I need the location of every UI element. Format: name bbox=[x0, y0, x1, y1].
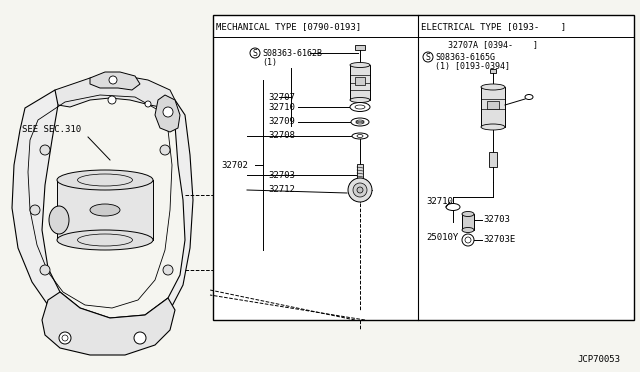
Circle shape bbox=[423, 52, 433, 62]
Circle shape bbox=[134, 332, 146, 344]
Circle shape bbox=[40, 145, 50, 155]
Ellipse shape bbox=[57, 230, 153, 250]
Ellipse shape bbox=[90, 204, 120, 216]
Ellipse shape bbox=[481, 84, 505, 90]
Text: 32703: 32703 bbox=[268, 170, 295, 180]
Text: ELECTRICAL TYPE [0193-    ]: ELECTRICAL TYPE [0193- ] bbox=[421, 22, 566, 32]
Ellipse shape bbox=[481, 124, 505, 130]
Polygon shape bbox=[52, 75, 175, 108]
Ellipse shape bbox=[357, 135, 363, 138]
Ellipse shape bbox=[525, 94, 533, 99]
Polygon shape bbox=[12, 90, 193, 332]
Circle shape bbox=[465, 237, 471, 243]
Text: SEE SEC.310: SEE SEC.310 bbox=[22, 125, 81, 135]
Bar bbox=[462, 214, 474, 230]
Text: 32703: 32703 bbox=[483, 215, 510, 224]
Text: 32707: 32707 bbox=[268, 93, 295, 102]
Circle shape bbox=[145, 101, 151, 107]
Text: (1): (1) bbox=[262, 58, 277, 67]
Bar bbox=[489, 152, 497, 167]
Ellipse shape bbox=[350, 103, 370, 112]
Ellipse shape bbox=[356, 120, 364, 124]
Text: 32709: 32709 bbox=[268, 118, 295, 126]
Bar bbox=[357, 164, 363, 186]
Circle shape bbox=[353, 183, 367, 197]
Circle shape bbox=[59, 332, 71, 344]
Circle shape bbox=[109, 76, 117, 84]
Text: S: S bbox=[426, 52, 430, 61]
Text: 32707A [0394-    ]: 32707A [0394- ] bbox=[448, 41, 538, 49]
Ellipse shape bbox=[49, 206, 69, 234]
Ellipse shape bbox=[350, 62, 370, 67]
Bar bbox=[490, 69, 496, 73]
Text: 32712: 32712 bbox=[268, 186, 295, 195]
Text: 32702: 32702 bbox=[221, 160, 248, 170]
Ellipse shape bbox=[446, 203, 460, 211]
Bar bbox=[355, 77, 365, 85]
Ellipse shape bbox=[351, 118, 369, 126]
Ellipse shape bbox=[57, 170, 153, 190]
Circle shape bbox=[357, 187, 363, 193]
Circle shape bbox=[163, 265, 173, 275]
Polygon shape bbox=[90, 72, 140, 90]
Circle shape bbox=[348, 178, 372, 202]
Circle shape bbox=[250, 48, 260, 58]
Text: (1) [0193-0394]: (1) [0193-0394] bbox=[435, 62, 510, 71]
Bar bbox=[481, 87, 505, 127]
Text: 32710: 32710 bbox=[426, 198, 453, 206]
Text: S: S bbox=[253, 48, 257, 58]
Bar bbox=[350, 65, 370, 100]
Circle shape bbox=[40, 265, 50, 275]
Polygon shape bbox=[155, 95, 180, 132]
Bar bbox=[355, 45, 365, 50]
Text: 32703E: 32703E bbox=[483, 235, 515, 244]
Text: 32708: 32708 bbox=[268, 131, 295, 141]
Text: JCP70053: JCP70053 bbox=[577, 356, 620, 365]
Text: MECHANICAL TYPE [0790-0193]: MECHANICAL TYPE [0790-0193] bbox=[216, 22, 361, 32]
Text: S08363-6162B: S08363-6162B bbox=[262, 48, 322, 58]
Circle shape bbox=[163, 107, 173, 117]
Ellipse shape bbox=[462, 212, 474, 217]
Bar bbox=[213, 15, 634, 320]
Text: 32710: 32710 bbox=[268, 103, 295, 112]
Circle shape bbox=[160, 145, 170, 155]
Bar bbox=[57, 180, 153, 240]
Circle shape bbox=[462, 234, 474, 246]
Ellipse shape bbox=[462, 228, 474, 232]
Ellipse shape bbox=[350, 97, 370, 103]
Circle shape bbox=[30, 205, 40, 215]
Circle shape bbox=[108, 96, 116, 104]
Text: 25010Y: 25010Y bbox=[426, 232, 458, 241]
Polygon shape bbox=[42, 292, 175, 355]
Bar bbox=[487, 101, 499, 109]
Text: S08363-6165G: S08363-6165G bbox=[435, 52, 495, 61]
Ellipse shape bbox=[355, 105, 365, 109]
Ellipse shape bbox=[352, 133, 368, 139]
